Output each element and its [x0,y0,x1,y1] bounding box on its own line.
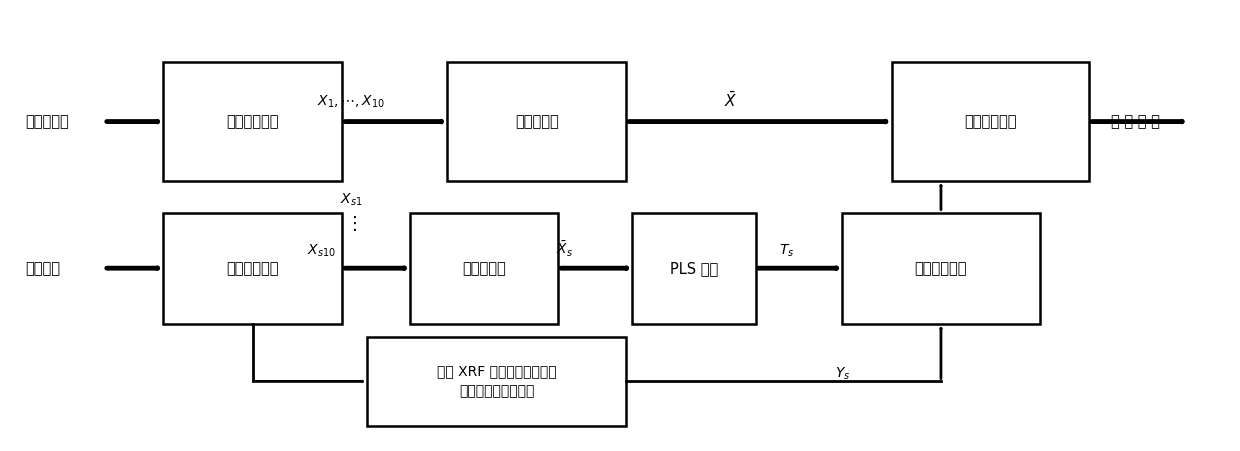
Text: 训练样本: 训练样本 [25,261,60,276]
Bar [164,62,342,181]
Bar [367,337,626,426]
Text: 拉曼光谱测量: 拉曼光谱测量 [227,261,279,276]
Text: 建立定量模型: 建立定量模型 [915,261,967,276]
Bar [448,62,626,181]
Text: 光谱预处理: 光谱预处理 [463,261,506,276]
Bar [892,62,1089,181]
Text: 浮选槽泡沫: 浮选槽泡沫 [25,114,68,129]
Bar [410,212,558,324]
Text: $X_{s1}$: $X_{s1}$ [340,191,362,208]
Text: $\bar{X}$: $\bar{X}$ [724,91,738,110]
Text: 定量预测模型: 定量预测模型 [963,114,1017,129]
Bar [842,212,1039,324]
Text: $X_1,\cdots,X_{10}$: $X_1,\cdots,X_{10}$ [317,94,384,110]
Text: 光谱预处理: 光谱预处理 [515,114,558,129]
Bar [632,212,756,324]
Text: $Y_s$: $Y_s$ [835,366,849,382]
Text: $\bar{X}_s$: $\bar{X}_s$ [556,239,573,259]
Text: PLS 回归: PLS 回归 [670,261,718,276]
Text: 基于 XRF 方法测量精选槽泡: 基于 XRF 方法测量精选槽泡 [436,364,557,378]
Text: 拉曼光谱测量: 拉曼光谱测量 [227,114,279,129]
Bar [164,212,342,324]
Text: $\vdots$: $\vdots$ [345,214,357,233]
Text: $T_s$: $T_s$ [779,243,795,259]
Text: 沫层样品的矿物品位: 沫层样品的矿物品位 [459,385,534,399]
Text: $X_{s10}$: $X_{s10}$ [306,243,336,259]
Text: 预 测 结 果: 预 测 结 果 [1111,114,1161,129]
